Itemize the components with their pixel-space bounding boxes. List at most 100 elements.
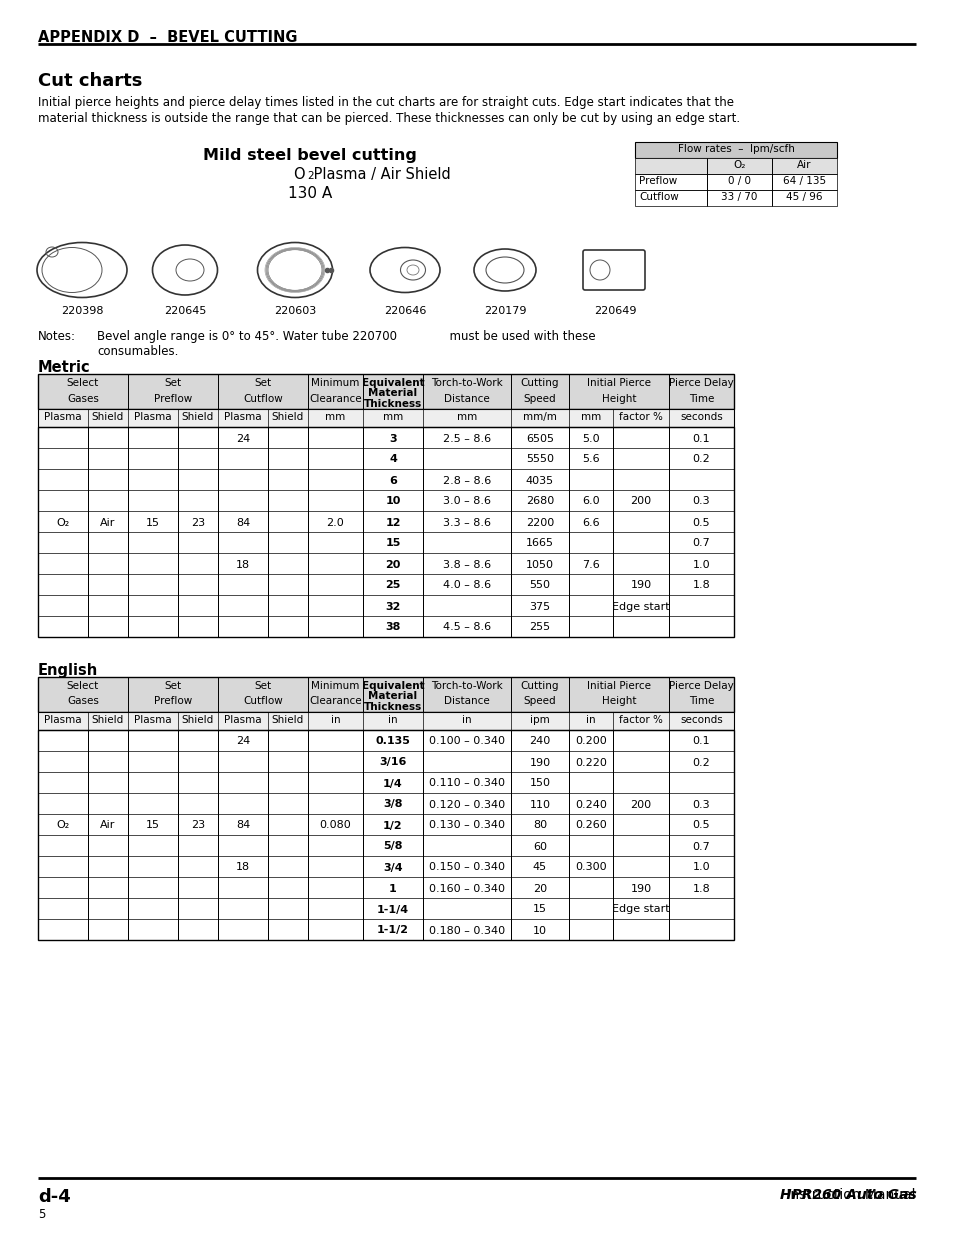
Text: Initial Pierce: Initial Pierce (586, 378, 650, 388)
Text: Flow rates  –  lpm/scfh: Flow rates – lpm/scfh (677, 144, 794, 154)
Text: 1050: 1050 (525, 559, 554, 569)
Text: Cut charts: Cut charts (38, 72, 142, 90)
Text: 64 / 135: 64 / 135 (782, 177, 825, 186)
Text: 5: 5 (38, 1208, 46, 1221)
Text: 45: 45 (533, 862, 546, 872)
Text: mm: mm (325, 412, 345, 422)
Text: Gases: Gases (67, 697, 99, 706)
Text: 1.0: 1.0 (692, 559, 710, 569)
Text: 12: 12 (385, 517, 400, 527)
Text: Distance: Distance (444, 394, 489, 404)
Text: Plasma / Air Shield: Plasma / Air Shield (309, 167, 450, 182)
Text: factor %: factor % (618, 715, 662, 725)
Text: HPR260 Auto Gas: HPR260 Auto Gas (780, 1188, 916, 1202)
Text: 0.1: 0.1 (692, 433, 710, 443)
Text: 2.0: 2.0 (326, 517, 344, 527)
Text: Preflow: Preflow (153, 394, 192, 404)
Text: Shield: Shield (272, 412, 304, 422)
Text: 220646: 220646 (383, 306, 426, 316)
Text: 0.180 – 0.340: 0.180 – 0.340 (429, 925, 504, 935)
Text: 240: 240 (529, 736, 550, 746)
Text: seconds: seconds (679, 715, 722, 725)
Bar (38, 409, 733, 427)
Text: Gases: Gases (67, 394, 99, 404)
Text: Edge start: Edge start (612, 601, 669, 611)
Text: Air: Air (100, 517, 115, 527)
Text: 0.300: 0.300 (575, 862, 606, 872)
Text: 18: 18 (235, 862, 250, 872)
Text: 4.5 – 8.6: 4.5 – 8.6 (442, 622, 491, 632)
Text: 2.8 – 8.6: 2.8 – 8.6 (442, 475, 491, 485)
Text: mm: mm (456, 412, 476, 422)
Bar (635, 190, 836, 206)
Text: 1/4: 1/4 (383, 778, 402, 788)
Text: mm: mm (580, 412, 600, 422)
Text: 0.120 – 0.340: 0.120 – 0.340 (429, 799, 504, 809)
Text: 150: 150 (529, 778, 550, 788)
Text: Speed: Speed (523, 697, 556, 706)
Text: 0.3: 0.3 (692, 799, 710, 809)
Text: 0.5: 0.5 (692, 820, 710, 830)
Text: Equivalent: Equivalent (361, 680, 424, 692)
Text: 0.135: 0.135 (375, 736, 410, 746)
Text: 80: 80 (533, 820, 546, 830)
Text: material thickness is outside the range that can be pierced. These thicknesses c: material thickness is outside the range … (38, 112, 740, 125)
Text: 4.0 – 8.6: 4.0 – 8.6 (442, 580, 491, 590)
Text: Material: Material (368, 388, 417, 399)
Text: Air: Air (100, 820, 115, 830)
Text: 6505: 6505 (525, 433, 554, 443)
Text: 84: 84 (235, 517, 250, 527)
Bar (38, 427, 733, 637)
Text: O₂: O₂ (56, 517, 70, 527)
Text: Clearance: Clearance (309, 394, 361, 404)
Text: 200: 200 (630, 496, 651, 506)
Text: consumables.: consumables. (97, 345, 178, 358)
Text: Plasma: Plasma (224, 412, 261, 422)
Text: Height: Height (601, 394, 636, 404)
Bar (635, 174, 836, 190)
Text: 1.0: 1.0 (692, 862, 710, 872)
Bar (38, 713, 733, 730)
Text: Minimum: Minimum (311, 680, 359, 692)
Text: 32: 32 (385, 601, 400, 611)
Text: Pierce Delay: Pierce Delay (668, 378, 733, 388)
Text: Plasma: Plasma (224, 715, 261, 725)
Text: 15: 15 (146, 820, 160, 830)
Text: 3.3 – 8.6: 3.3 – 8.6 (442, 517, 491, 527)
Text: in: in (585, 715, 596, 725)
Text: Plasma: Plasma (44, 412, 82, 422)
Text: 20: 20 (533, 883, 546, 893)
Text: 3/16: 3/16 (379, 757, 406, 767)
Text: Distance: Distance (444, 697, 489, 706)
Text: 5/8: 5/8 (383, 841, 402, 851)
Text: 45 / 96: 45 / 96 (785, 191, 821, 203)
Text: Thickness: Thickness (363, 399, 421, 409)
Text: Time: Time (688, 394, 714, 404)
Text: Initial pierce heights and pierce delay times listed in the cut charts are for s: Initial pierce heights and pierce delay … (38, 96, 733, 109)
Text: Material: Material (368, 692, 417, 701)
Text: Torch-to-Work: Torch-to-Work (431, 680, 502, 692)
Text: 1665: 1665 (525, 538, 554, 548)
Text: 84: 84 (235, 820, 250, 830)
Text: Clearance: Clearance (309, 697, 361, 706)
Text: 0.110 – 0.340: 0.110 – 0.340 (429, 778, 504, 788)
Text: 220603: 220603 (274, 306, 315, 316)
Text: 130 A: 130 A (288, 186, 332, 201)
Bar (635, 142, 836, 158)
Text: Instruction Manual: Instruction Manual (781, 1188, 915, 1202)
Text: 2: 2 (307, 170, 314, 182)
Text: Select: Select (67, 378, 99, 388)
Text: 3.8 – 8.6: 3.8 – 8.6 (442, 559, 491, 569)
Text: 190: 190 (529, 757, 550, 767)
Text: Minimum: Minimum (311, 378, 359, 388)
Text: seconds: seconds (679, 412, 722, 422)
Text: 24: 24 (235, 736, 250, 746)
Text: 60: 60 (533, 841, 546, 851)
Text: 220649: 220649 (593, 306, 636, 316)
Text: 5.0: 5.0 (581, 433, 599, 443)
Text: 0.3: 0.3 (692, 496, 710, 506)
Text: 0.220: 0.220 (575, 757, 606, 767)
Text: Air: Air (797, 161, 811, 170)
Text: 220645: 220645 (164, 306, 206, 316)
Text: 3.0 – 8.6: 3.0 – 8.6 (442, 496, 491, 506)
